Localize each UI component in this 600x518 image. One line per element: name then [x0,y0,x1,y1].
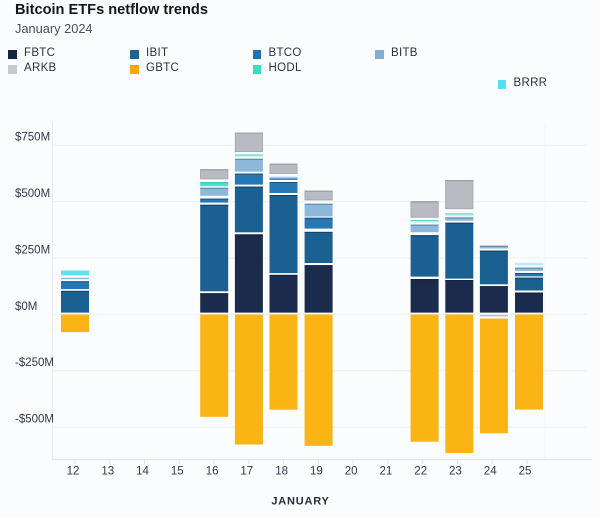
svg-text:$500M: $500M [15,188,50,200]
svg-text:20: 20 [345,466,358,478]
svg-text:$250M: $250M [15,245,50,257]
svg-text:JANUARY: JANUARY [271,496,329,508]
svg-text:25: 25 [519,466,532,478]
svg-text:-$500M: -$500M [15,413,54,425]
svg-text:17: 17 [240,466,253,478]
svg-text:15: 15 [171,466,184,478]
svg-text:18: 18 [275,466,288,478]
svg-text:$0M: $0M [15,301,37,313]
svg-text:23: 23 [449,466,462,478]
svg-text:-$250M: -$250M [15,357,54,369]
svg-text:$750M: $750M [15,132,50,144]
svg-text:16: 16 [206,466,219,478]
svg-text:14: 14 [136,466,149,478]
svg-text:13: 13 [101,466,114,478]
svg-text:12: 12 [67,466,80,478]
svg-text:19: 19 [310,466,323,478]
svg-text:21: 21 [380,466,393,478]
svg-text:22: 22 [414,466,427,478]
svg-text:24: 24 [484,466,497,478]
